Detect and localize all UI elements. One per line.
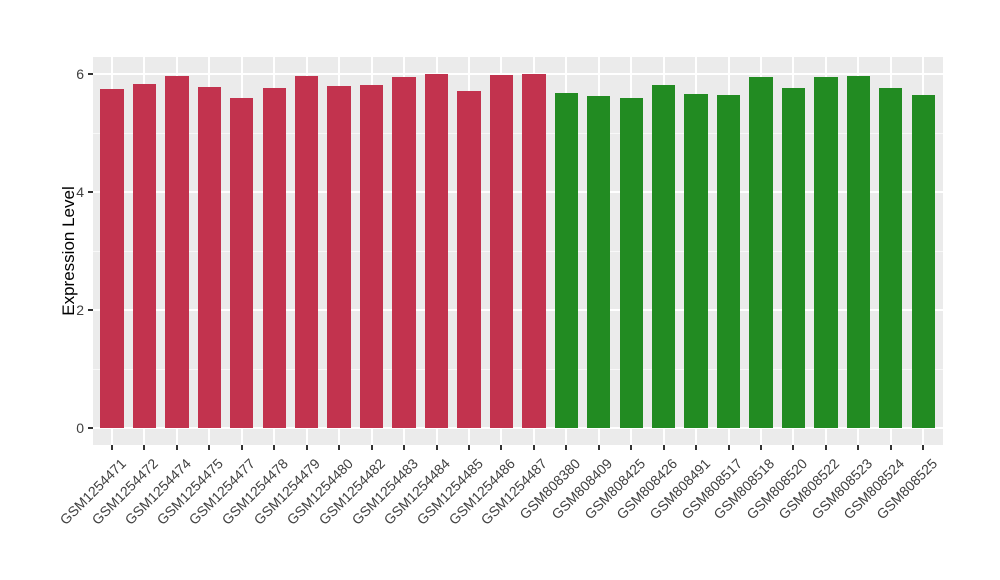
bar-GSM1254477 — [230, 97, 254, 429]
x-tick-mark — [143, 445, 146, 450]
x-tick-mark — [532, 445, 535, 450]
bar-GSM1254482 — [359, 85, 384, 429]
y-tick-mark — [88, 427, 93, 430]
bar-GSM1254478 — [262, 87, 286, 429]
gridline-major — [93, 73, 943, 75]
bar-GSM1254483 — [392, 76, 416, 429]
x-tick-mark — [240, 445, 243, 450]
y-tick-label: 2 — [76, 302, 84, 319]
bar-GSM808425 — [619, 97, 643, 429]
x-tick-mark — [597, 445, 600, 450]
bar-GSM808409 — [587, 95, 611, 429]
x-tick-mark — [435, 445, 438, 450]
bar-GSM1254487 — [522, 74, 546, 429]
plot-panel — [93, 57, 943, 445]
x-tick-mark — [760, 445, 762, 450]
x-tick-mark — [792, 445, 795, 450]
bar-GSM1254475 — [197, 86, 222, 429]
gridline-major — [93, 309, 943, 312]
bar-GSM1254474 — [165, 75, 189, 429]
bar-GSM1254471 — [100, 88, 124, 429]
x-tick-mark — [338, 445, 341, 450]
bar-GSM808525 — [911, 95, 935, 429]
y-axis-title: Expression Level — [59, 186, 78, 316]
bar-GSM1254480 — [327, 85, 351, 429]
gridline-major — [93, 427, 943, 430]
bar-GSM808426 — [651, 84, 676, 429]
x-tick-mark — [824, 445, 827, 450]
gridline-major — [93, 191, 943, 194]
bar-GSM808517 — [716, 95, 741, 429]
x-tick-mark — [889, 445, 892, 450]
x-tick-mark — [857, 445, 860, 450]
bar-GSM1254472 — [132, 84, 157, 429]
x-tick-mark — [305, 445, 308, 450]
x-tick-mark — [111, 445, 113, 450]
bar-GSM808518 — [749, 76, 773, 429]
bar-GSM1254486 — [489, 75, 514, 429]
bar-GSM808380 — [554, 93, 578, 429]
bar-GSM1254479 — [295, 75, 319, 429]
y-tick-label: 4 — [76, 184, 84, 201]
x-tick-mark — [695, 445, 698, 450]
x-tick-mark — [922, 445, 925, 450]
x-tick-mark — [273, 445, 276, 450]
bar-GSM808523 — [846, 75, 871, 429]
gridline-minor — [93, 368, 943, 370]
x-tick-mark — [727, 445, 730, 450]
bar-GSM1254484 — [424, 74, 449, 429]
x-tick-mark — [630, 445, 633, 450]
y-tick-label: 6 — [76, 66, 84, 82]
x-tick-mark — [500, 445, 503, 450]
x-tick-mark — [467, 445, 470, 450]
x-tick-mark — [370, 445, 373, 450]
x-tick-mark — [403, 445, 406, 450]
x-tick-mark — [565, 445, 568, 450]
y-tick-mark — [88, 309, 93, 312]
x-tick-mark — [175, 445, 178, 450]
x-tick-mark — [208, 445, 211, 450]
gridline-minor — [93, 132, 943, 134]
y-tick-label: 0 — [76, 420, 84, 437]
bar-GSM808524 — [879, 88, 903, 429]
y-tick-mark — [88, 73, 93, 75]
bar-GSM808491 — [684, 94, 708, 429]
bar-GSM808522 — [814, 76, 838, 429]
x-tick-mark — [662, 445, 665, 450]
y-tick-mark — [88, 191, 93, 194]
bar-GSM808520 — [781, 88, 806, 429]
gridline-minor — [93, 250, 943, 252]
bar-GSM1254485 — [457, 90, 481, 429]
